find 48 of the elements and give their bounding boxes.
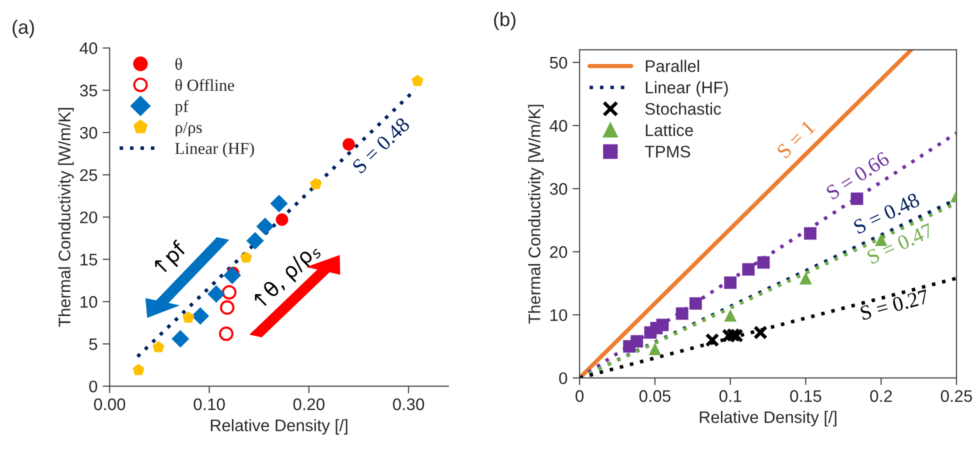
y-tick-label: 0 [559,372,568,384]
legend-label: Stochastic [645,102,722,115]
x-tick-label: 0.25 [940,390,972,402]
x-tick-label: 0.15 [790,390,822,402]
legend-label: θ Offline [175,78,234,91]
legend-label: θ [175,58,182,70]
legend-label: ρ/ρs [176,122,202,136]
x-axis-title: Relative Density [/] [210,419,348,435]
y-tick-label: 50 [550,56,568,69]
annotation: ↑pf [152,239,190,278]
chart-title: (a) [12,20,34,38]
x-tick-label: 0.05 [639,390,670,402]
y-tick-label: 10 [80,296,98,308]
annotation: S = 0.66 [825,151,890,200]
chart-title: (b) [494,12,516,30]
y-tick-label: 20 [80,211,98,224]
x-tick-label: 0.00 [94,398,126,410]
legend-label: TPMS [644,146,690,158]
y-tick-label: 20 [550,246,568,258]
y-tick-label: 15 [80,254,98,266]
y-tick-label: 25 [80,169,98,182]
x-tick-label: 0.10 [194,398,225,410]
legend-label: Linear (HF) [646,81,728,97]
legend-label: Linear (HF) [175,142,254,158]
y-tick-label: 40 [550,120,568,132]
annotation: S = 0.47 [866,222,934,264]
x-tick-label: 0 [576,390,584,402]
x-tick-label: 0.20 [293,398,324,410]
x-tick-label: 0.30 [392,398,424,410]
x-tick-label: 0.1 [719,390,742,402]
y-axis-title: Thermal Conductivity [W/m/K] [528,104,544,324]
annotation: S = 0.48 [352,116,411,174]
x-axis-title: Relative Density [/] [700,410,836,426]
x-tick-label: 0.2 [870,390,892,402]
y-tick-label: 30 [80,126,98,139]
y-tick-label: 5 [89,338,98,350]
annotation: S = 0.27 [860,289,930,320]
legend-label: Parallel [646,60,700,72]
legend-label: Lattice [646,124,693,136]
y-tick-label: 10 [550,309,568,322]
legend-label: pf [174,100,189,116]
y-tick-label: 30 [550,183,568,195]
y-tick-label: 40 [80,42,98,54]
annotation: S = 1 [776,120,816,159]
y-axis-title: Thermal Conductivity [W/m/K] [58,108,74,327]
annotation: ↑θ, ρ/ρ$_{s}$ [252,240,323,312]
y-tick-label: 35 [80,84,98,96]
y-tick-label: 0 [89,380,98,392]
